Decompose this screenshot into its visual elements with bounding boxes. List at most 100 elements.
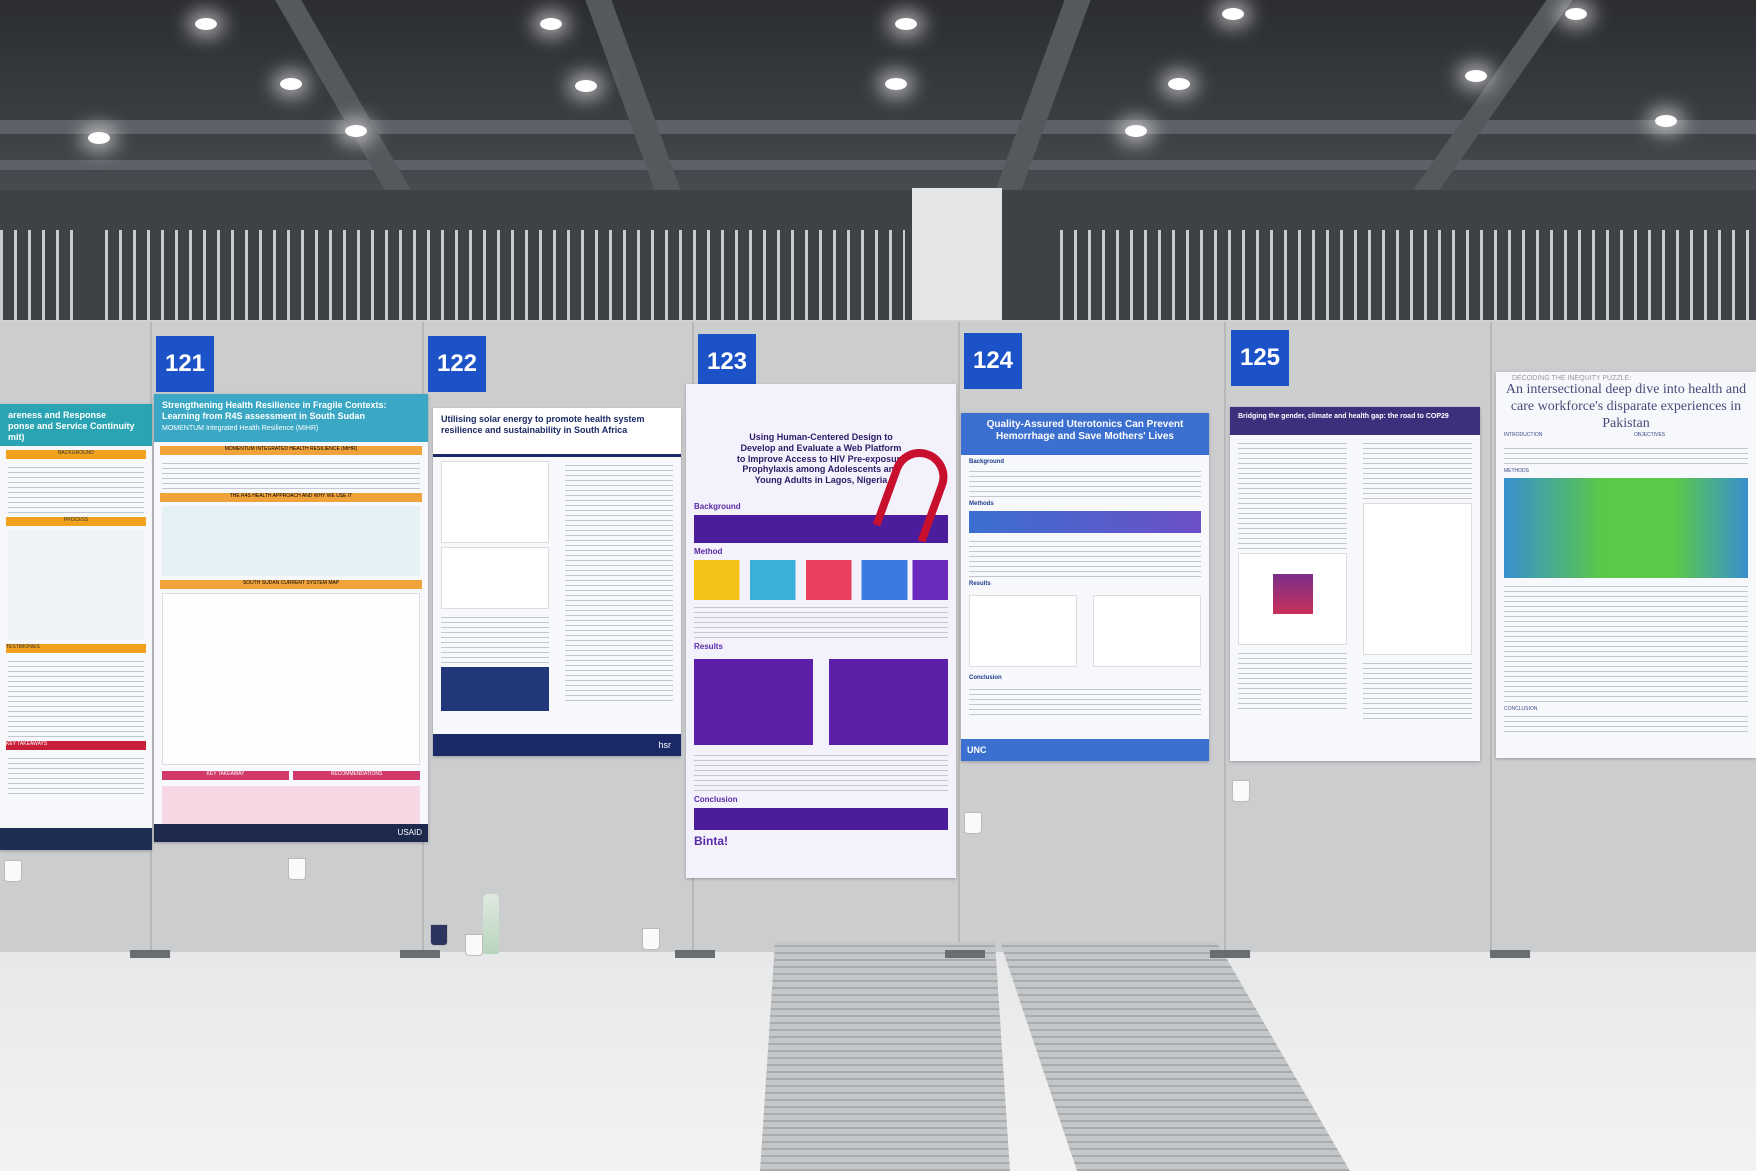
poster-section-heading: BACKGROUND: [6, 450, 146, 459]
poster-text-block: [969, 685, 1201, 715]
ceiling-light: [1168, 78, 1190, 90]
poster-section-heading: Method: [694, 547, 723, 556]
poster-section-heading: RECOMMENDATIONS: [293, 771, 420, 780]
ceiling-beam: [0, 160, 1756, 170]
poster: areness and Response ponse and Service C…: [0, 404, 152, 850]
poster-chart: [441, 547, 549, 609]
wall-slats: [105, 230, 905, 322]
poster-section-heading: CONCLUSION: [1504, 706, 1538, 712]
poster-text-block: [969, 537, 1201, 577]
poster-chart: [441, 461, 549, 543]
stand-number-tag: 121: [156, 336, 214, 392]
paper-cup: [4, 860, 22, 882]
poster-system-map: [162, 593, 420, 765]
poster-text-block: [162, 459, 420, 489]
poster-diagram: [969, 511, 1201, 533]
poster-section-heading: Background: [969, 459, 1005, 465]
poster-text-block: [829, 659, 948, 745]
poster-footer: [0, 828, 152, 850]
ceiling-light: [895, 18, 917, 30]
ceiling-light: [345, 125, 367, 137]
poster-logo: Binta!: [694, 834, 728, 848]
poster-section-heading: METHODS: [1504, 468, 1529, 474]
ceiling-light: [540, 18, 562, 30]
poster-title: areness and Response ponse and Service C…: [0, 404, 152, 446]
poster-section-heading: INTRODUCTION: [1504, 432, 1543, 438]
poster-text-block: [694, 604, 948, 638]
wall-slats: [1060, 230, 1756, 322]
poster-text-block: [441, 613, 549, 663]
poster-section-heading: Conclusion: [694, 795, 738, 804]
poster-text-block: [565, 461, 673, 701]
poster-infographic: [1504, 478, 1748, 578]
poster-chart: [1093, 595, 1201, 667]
paper-cup: [430, 924, 448, 946]
poster-text-block: [162, 786, 420, 826]
stand-number-tag: 122: [428, 336, 486, 392]
poster-text-block: [1363, 659, 1472, 719]
poster-section-heading: OBJECTIVES: [1634, 432, 1666, 438]
board-foot: [1490, 950, 1530, 958]
poster-diagram: [8, 530, 144, 640]
poster-section-heading: KEY TAKEAWAY: [162, 771, 289, 780]
poster-text-block: [8, 657, 144, 737]
ceiling-light: [1222, 8, 1244, 20]
board-foot: [675, 950, 715, 958]
poster-section-heading: Results: [694, 642, 723, 651]
paper-cup: [642, 928, 660, 950]
poster-124: Quality-Assured Uterotonics Can Prevent …: [961, 413, 1209, 761]
poster-chart: [1363, 503, 1472, 655]
poster-title: Quality-Assured Uterotonics Can Prevent …: [961, 413, 1209, 455]
poster-title: Strengthening Health Resilience in Fragi…: [154, 394, 428, 442]
poster-121: Strengthening Health Resilience in Fragi…: [154, 394, 428, 842]
water-bottle: [483, 894, 499, 954]
stand-number-tag: 123: [698, 334, 756, 390]
paper-cup: [288, 858, 306, 880]
poster-122: Utilising solar energy to promote health…: [433, 408, 681, 756]
paper-cup: [1232, 780, 1250, 802]
poster-logo: hsr: [433, 734, 681, 756]
poster-section-heading: PROCESS: [6, 517, 146, 526]
stand-number-tag: 124: [964, 333, 1022, 389]
poster-logo: USAID: [154, 824, 428, 842]
poster-title: An intersectional deep dive into health …: [1505, 382, 1747, 431]
paper-cup: [964, 812, 982, 834]
poster-text-block: [694, 753, 948, 791]
poster-text-block: [8, 463, 144, 513]
ceiling-light: [1565, 8, 1587, 20]
poster-section-heading: TESTIMONIES: [6, 644, 146, 653]
poster-text-block: [1504, 446, 1748, 464]
board-foot: [1210, 950, 1250, 958]
poster-title: Bridging the gender, climate and health …: [1230, 407, 1480, 435]
poster-process-steps: [694, 560, 948, 600]
heatmap-graphic: [1272, 574, 1313, 614]
ceiling-light: [885, 78, 907, 90]
poster-section-heading: Results: [969, 581, 991, 587]
poster-123: Using Human-Centered Design to Develop a…: [686, 384, 956, 878]
wall-slats: [0, 230, 80, 322]
poster-diagram: [162, 506, 420, 576]
poster-section-heading: MOMENTUM INTEGRATED HEALTH RESILIENCE (M…: [160, 446, 422, 455]
ceiling-light: [1125, 125, 1147, 137]
poster-title: Utilising solar energy to promote health…: [433, 408, 681, 457]
board-foot: [130, 950, 170, 958]
poster-125: Bridging the gender, climate and health …: [1230, 407, 1480, 761]
poster-title: Using Human-Centered Design to Develop a…: [736, 432, 906, 486]
ceiling-light: [280, 78, 302, 90]
poster-subtitle: MOMENTUM Integrated Health Resilience (M…: [162, 424, 319, 432]
poster-text-block: [1238, 439, 1347, 549]
ceiling-light: [195, 18, 217, 30]
poster-diagram: [441, 667, 549, 711]
poster-text-block: [694, 808, 948, 830]
poster-section-heading: Background: [694, 502, 741, 511]
ceiling-beam: [0, 120, 1756, 134]
poster-section-heading: Methods: [969, 501, 994, 507]
poster-heatmap: [1238, 553, 1347, 645]
ceiling-light: [575, 80, 597, 92]
poster-logo: UNC: [961, 739, 1209, 761]
poster-text-block: [1504, 716, 1748, 732]
poster-126: DECODING THE INEQUITY PUZZLE: An interse…: [1496, 372, 1756, 758]
poster-text-block: [969, 469, 1201, 497]
poster-title-text: Strengthening Health Resilience in Fragi…: [162, 400, 387, 421]
pillar: [912, 188, 1002, 338]
